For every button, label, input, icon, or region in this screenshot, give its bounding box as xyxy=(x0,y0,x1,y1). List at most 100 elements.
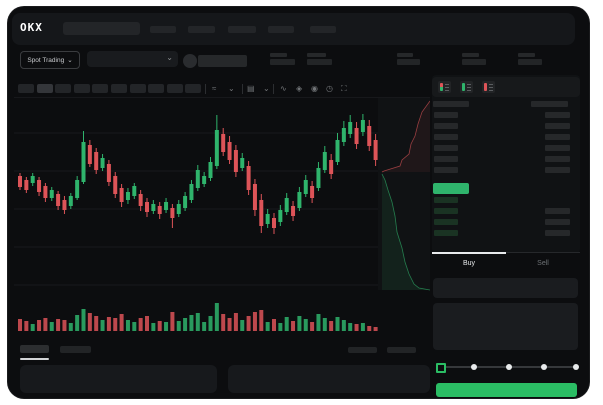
search-input[interactable] xyxy=(63,22,140,35)
interval-button-9[interactable] xyxy=(185,84,202,93)
chevron-down-icon: ⌄ xyxy=(67,57,73,64)
depth-asks-area xyxy=(382,101,430,172)
ask-row-4-price[interactable] xyxy=(434,145,458,151)
market-type-dropdown[interactable]: Spot Trading ⌄ xyxy=(20,51,80,69)
bid-row-1-amount xyxy=(545,208,570,214)
toolbar-separator xyxy=(14,97,430,98)
chevron-down-icon-2[interactable]: ⌄ xyxy=(263,84,270,93)
last-price-placeholder xyxy=(198,55,247,67)
trade-tabs: Buy Sell xyxy=(432,252,580,273)
combined-book-icon[interactable] xyxy=(438,81,451,93)
depth-bids-line xyxy=(381,173,430,291)
bid-row-2-amount xyxy=(545,219,570,225)
fullscreen-icon[interactable]: ⛶ xyxy=(341,84,347,93)
draw-tool-icon[interactable]: ◈ xyxy=(296,84,303,93)
active-tab-underline xyxy=(20,358,49,360)
interval-button-7[interactable] xyxy=(148,84,165,93)
price-input[interactable] xyxy=(433,278,578,298)
slider-stop-3[interactable] xyxy=(541,364,547,370)
list-line xyxy=(467,90,471,91)
ask-row-1-price[interactable] xyxy=(434,112,458,118)
list-line xyxy=(445,84,449,85)
ask-row-3-amount xyxy=(545,134,570,140)
coin-avatar xyxy=(183,54,197,68)
interval-button-1[interactable] xyxy=(36,84,53,93)
ticker-stat-2-value xyxy=(397,59,420,65)
combined-book-icon-glyph xyxy=(440,83,443,91)
okx-logo: OKX xyxy=(20,21,43,34)
market-type-label: Spot Trading xyxy=(27,56,65,64)
interval-button-5[interactable] xyxy=(111,84,127,93)
interval-button-2[interactable] xyxy=(55,84,72,93)
pair-selector-dropdown[interactable]: ⌄ xyxy=(87,51,178,67)
slider-handle[interactable] xyxy=(436,363,446,373)
interval-button-8[interactable] xyxy=(166,84,183,93)
chevron-down-icon[interactable]: ⌄ xyxy=(228,84,235,93)
buy-button[interactable] xyxy=(436,383,577,397)
ask-row-1-amount xyxy=(545,112,570,118)
nav-item-0[interactable] xyxy=(150,26,176,33)
bids-book-icon[interactable] xyxy=(460,81,473,93)
list-line xyxy=(489,90,493,91)
bid-row-0-price[interactable] xyxy=(434,197,458,203)
tab-buy-label: Buy xyxy=(462,259,476,267)
ask-row-2-amount xyxy=(545,123,570,129)
bid-row-3-amount xyxy=(545,230,570,236)
wave-line-icon[interactable]: ∿ xyxy=(280,84,287,93)
list-line xyxy=(489,84,493,85)
bid-row-2-price[interactable] xyxy=(434,219,458,225)
bid-row-3-price[interactable] xyxy=(434,230,458,236)
nav-item-2[interactable] xyxy=(228,26,256,33)
nav-item-4[interactable] xyxy=(310,26,336,33)
orders-filter[interactable] xyxy=(348,347,377,353)
tab-sell-label: Sell xyxy=(537,259,549,267)
orders-tab-active[interactable] xyxy=(20,345,49,353)
list-line xyxy=(489,87,493,88)
orders-tab[interactable] xyxy=(60,346,91,353)
bids-book-icon-glyph xyxy=(462,83,465,91)
depth-bids-area xyxy=(382,174,430,290)
camera-icon[interactable]: ◉ xyxy=(311,84,318,93)
tab-sell[interactable]: Sell xyxy=(506,253,580,273)
ask-row-6-amount xyxy=(545,167,570,173)
overlay-dropdown-icon[interactable]: ▤ xyxy=(247,84,255,93)
chevron-down-icon: ⌄ xyxy=(166,53,173,62)
ask-row-5-amount xyxy=(545,156,570,162)
tab-buy[interactable]: Buy xyxy=(432,252,506,273)
depth-asks-line xyxy=(381,100,430,173)
ask-row-2-price[interactable] xyxy=(434,123,458,129)
ask-row-0-amount xyxy=(531,101,568,107)
chart-canvas[interactable] xyxy=(14,98,430,335)
ticker-stat-4-label xyxy=(518,53,535,57)
slider-stop-4[interactable] xyxy=(573,364,579,370)
interval-button-3[interactable] xyxy=(73,84,90,93)
ask-row-3-price[interactable] xyxy=(434,134,458,140)
bid-row-1-price[interactable] xyxy=(434,208,458,214)
interval-button-0[interactable] xyxy=(18,84,34,93)
current-price-bar[interactable] xyxy=(433,183,469,194)
slider-stop-1[interactable] xyxy=(471,364,477,370)
order-book-view-toggle xyxy=(432,77,580,97)
ask-row-5-price[interactable] xyxy=(434,156,458,162)
slider-stop-2[interactable] xyxy=(506,364,512,370)
asks-book-icon-glyph xyxy=(484,83,487,91)
toolbar-divider xyxy=(273,84,274,94)
list-line xyxy=(445,87,449,88)
ask-row-0-price[interactable] xyxy=(433,101,469,107)
nav-item-3[interactable] xyxy=(268,26,294,33)
indicator-dropdown-icon[interactable]: ≈ xyxy=(212,84,217,93)
ticker-stat-0-value xyxy=(270,59,295,65)
nav-item-1[interactable] xyxy=(188,26,215,33)
orders-filter-2[interactable] xyxy=(387,347,416,353)
ticker-stat-3-label xyxy=(462,53,479,57)
interval-button-4[interactable] xyxy=(92,84,109,93)
replay-icon[interactable]: ◷ xyxy=(326,84,333,93)
ticker-stat-3-value xyxy=(462,59,486,65)
interval-button-6[interactable] xyxy=(129,84,146,93)
ask-row-6-price[interactable] xyxy=(434,167,458,173)
orders-panel-left xyxy=(20,365,217,393)
ticker-stat-2-label xyxy=(397,53,413,57)
asks-book-icon[interactable] xyxy=(482,81,495,93)
top-header: OKX xyxy=(12,13,575,45)
amount-input[interactable] xyxy=(433,303,578,350)
